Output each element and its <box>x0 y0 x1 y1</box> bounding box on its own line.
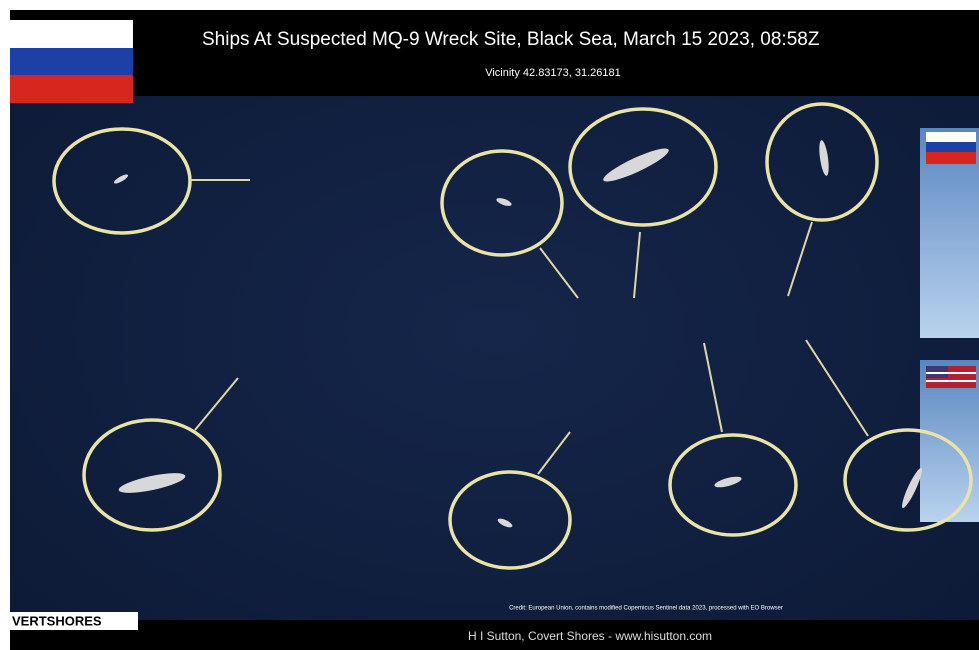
image: Ships At Suspected MQ-9 Wreck Site, Blac… <box>10 10 979 650</box>
russian-flag <box>10 20 133 103</box>
logo: VERTSHORES <box>10 612 138 630</box>
side-panel <box>920 128 979 522</box>
credit: Credit: European Union, contains modifie… <box>509 606 783 612</box>
footer: H I Sutton, Covert Shores - www.hisutton… <box>468 629 712 643</box>
banner <box>10 10 979 96</box>
screenshot: Ships At Suspected MQ-9 Wreck Site, Blac… <box>0 0 979 650</box>
title: Ships At Suspected MQ-9 Wreck Site, Blac… <box>202 29 820 50</box>
subtitle: Vicinity 42.83173, 31.26181 <box>485 67 621 79</box>
logo-text: VERTSHORES <box>12 613 102 628</box>
